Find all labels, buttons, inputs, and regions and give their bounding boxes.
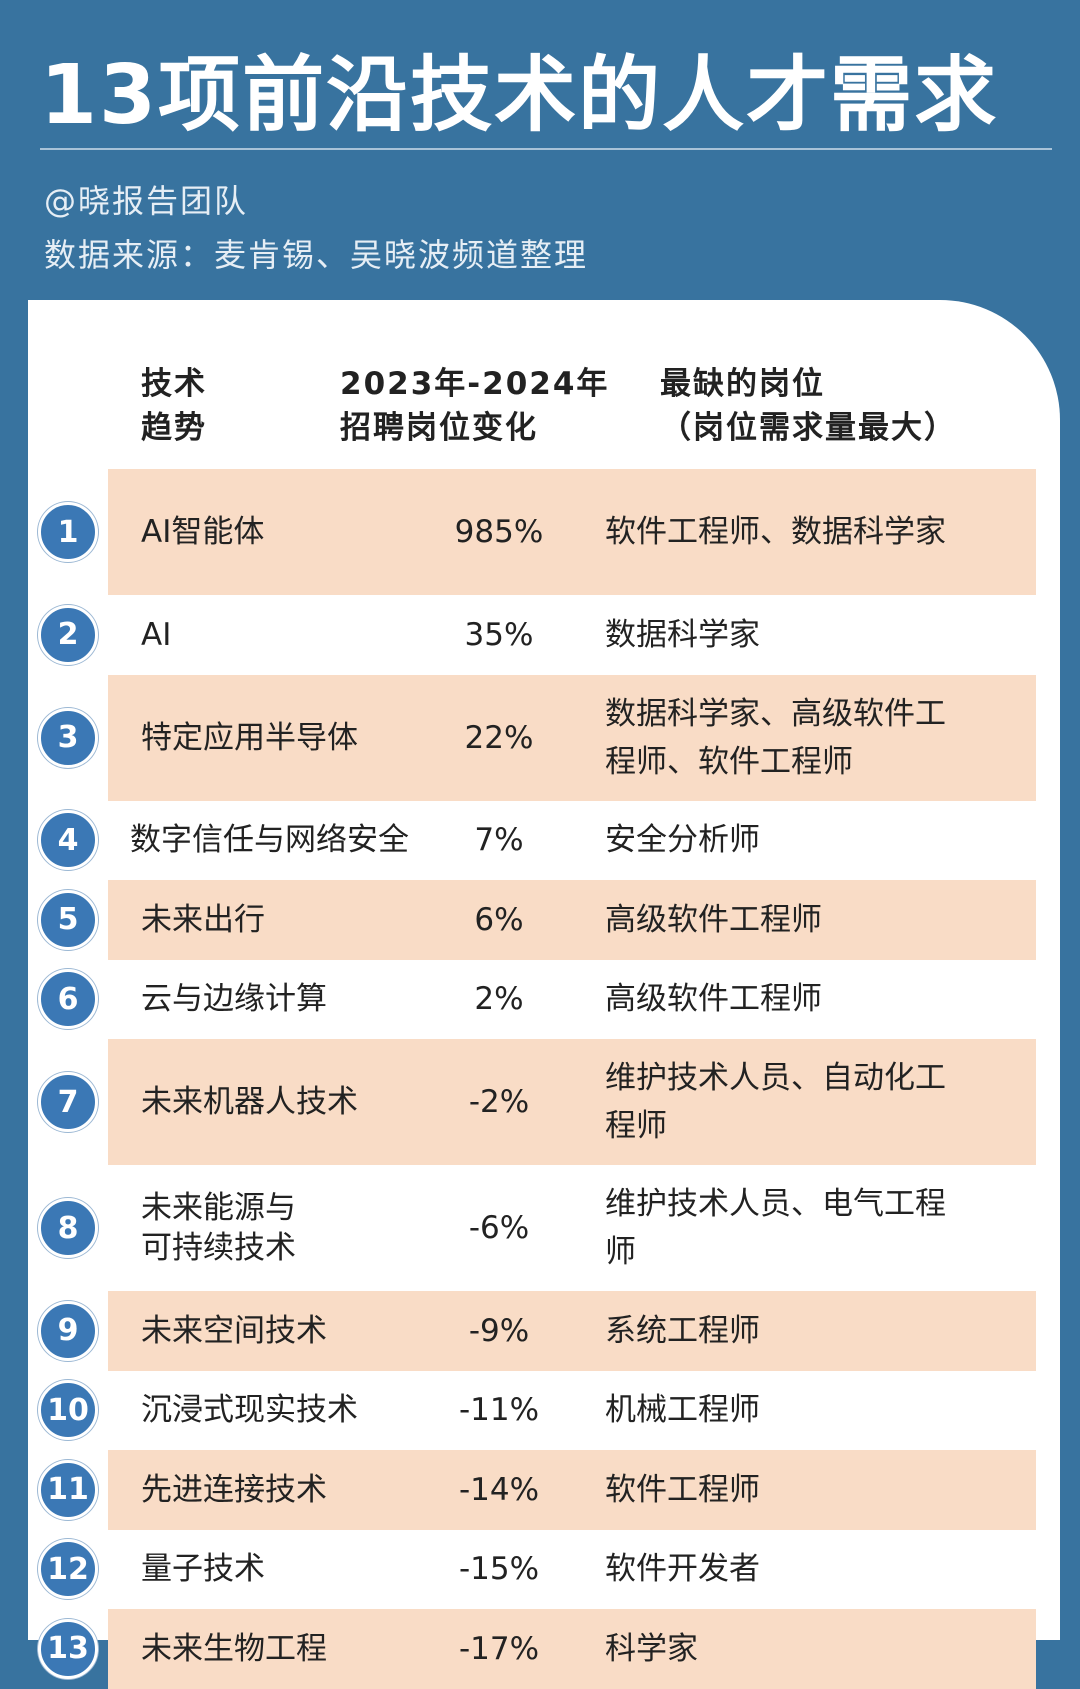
tech-cell: 沉浸式现实技术: [141, 1371, 358, 1451]
tech-cell: AI: [141, 595, 171, 675]
tech-cell: 先进连接技术: [141, 1450, 327, 1530]
column-header: 最缺的岗位 （岗位需求量最大）: [660, 362, 957, 450]
change-cell: 35%: [464, 616, 534, 653]
header-line: 技术: [141, 366, 207, 402]
row-band: [108, 1291, 1036, 1371]
change-cell: 7%: [474, 822, 524, 859]
change-cell: -11%: [458, 1392, 540, 1429]
job-cell: 高级软件工程师: [605, 901, 822, 938]
job-cell: 数据科学家: [605, 616, 760, 653]
header-line: 招聘岗位变化: [340, 410, 538, 446]
rank-badge: 5: [38, 889, 98, 950]
tech-cell: 未来出行: [141, 880, 265, 960]
tech-line: AI智能体: [141, 514, 265, 550]
row-band: [108, 674, 1036, 801]
tech-cell: 未来能源与可持续技术: [141, 1165, 296, 1291]
job-cell: 高级软件工程师: [605, 981, 822, 1018]
tech-line: 未来能源与: [141, 1190, 296, 1226]
rank-badge: 12: [38, 1539, 98, 1600]
tech-cell: AI智能体: [141, 469, 264, 595]
tech-cell: 数字信任与网络安全: [130, 801, 409, 881]
rank-badge: 9: [38, 1300, 98, 1361]
job-cell: 维护技术人员、电气工程师: [605, 1186, 946, 1270]
header-line: （岗位需求量最大）: [660, 410, 957, 446]
job-cell: 机械工程师: [605, 1392, 760, 1429]
job-cell: 软件工程师、数据科学家: [605, 514, 946, 550]
change-cell: -15%: [458, 1551, 540, 1588]
change-cell: 985%: [454, 514, 544, 550]
tech-line: 沉浸式现实技术: [141, 1392, 358, 1429]
job-cell: 软件工程师: [605, 1471, 760, 1508]
change-cell: -14%: [458, 1471, 540, 1508]
rank-badge: 3: [38, 707, 98, 768]
rank-badge: 6: [38, 969, 98, 1030]
job-cell: 系统工程师: [605, 1312, 760, 1349]
tech-line: 未来空间技术: [141, 1312, 327, 1349]
tech-cell: 未来机器人技术: [141, 1039, 358, 1165]
tech-line: 先进连接技术: [141, 1471, 327, 1508]
tech-line: 量子技术: [141, 1551, 265, 1588]
author: @晓报告团队: [44, 182, 249, 220]
divider: [40, 148, 1052, 150]
change-cell: -17%: [458, 1630, 540, 1667]
tech-line: AI: [141, 616, 172, 653]
column-header: 2023年-2024年 招聘岗位变化: [340, 362, 609, 450]
change-cell: -9%: [468, 1312, 530, 1349]
tech-cell: 量子技术: [141, 1530, 265, 1610]
rank-badge: 1: [38, 502, 98, 562]
job-cell: 数据科学家、高级软件工程师、软件工程师: [605, 695, 946, 780]
job-cell: 安全分析师: [605, 822, 760, 859]
header-line: 2023年-2024年: [340, 366, 610, 402]
rank-badge: 2: [38, 604, 98, 665]
tech-line: 未来机器人技术: [141, 1084, 358, 1120]
tech-cell: 未来生物工程: [141, 1609, 327, 1689]
job-cell: 维护技术人员、自动化工程师: [605, 1060, 946, 1144]
rank-badge: 8: [38, 1198, 98, 1258]
tech-line: 未来生物工程: [141, 1630, 327, 1667]
rank-badge: 13: [38, 1618, 98, 1679]
column-header: 技术 趋势: [141, 362, 207, 450]
tech-cell: 特定应用半导体: [141, 675, 358, 801]
change-cell: -6%: [468, 1210, 530, 1246]
job-cell: 科学家: [605, 1630, 698, 1667]
title: 13项前沿技术的人才需求: [40, 48, 999, 143]
header-line: 最缺的岗位: [660, 366, 825, 402]
tech-cell: 未来空间技术: [141, 1291, 327, 1371]
change-cell: -2%: [468, 1084, 530, 1120]
tech-line: 数字信任与网络安全: [130, 822, 409, 859]
change-cell: 22%: [464, 719, 534, 756]
change-cell: 6%: [474, 901, 524, 938]
job-cell: 软件开发者: [605, 1551, 760, 1588]
row-band: [108, 469, 1036, 595]
tech-line: 云与边缘计算: [141, 981, 327, 1018]
tech-line: 可持续技术: [141, 1230, 296, 1266]
rank-badge: 10: [38, 1380, 98, 1441]
source: 数据来源：麦肯锡、吴晓波频道整理: [44, 236, 589, 274]
row-band: [108, 1450, 1036, 1530]
tech-line: 未来出行: [141, 901, 265, 938]
rank-badge: 7: [38, 1072, 98, 1132]
row-band: [108, 1039, 1036, 1165]
change-cell: 2%: [474, 981, 524, 1018]
tech-line: 特定应用半导体: [141, 719, 358, 756]
rank-badge: 4: [38, 810, 98, 871]
rank-badge: 11: [38, 1459, 98, 1520]
row-band: [108, 880, 1036, 960]
header-line: 趋势: [141, 410, 207, 446]
tech-cell: 云与边缘计算: [141, 960, 327, 1040]
